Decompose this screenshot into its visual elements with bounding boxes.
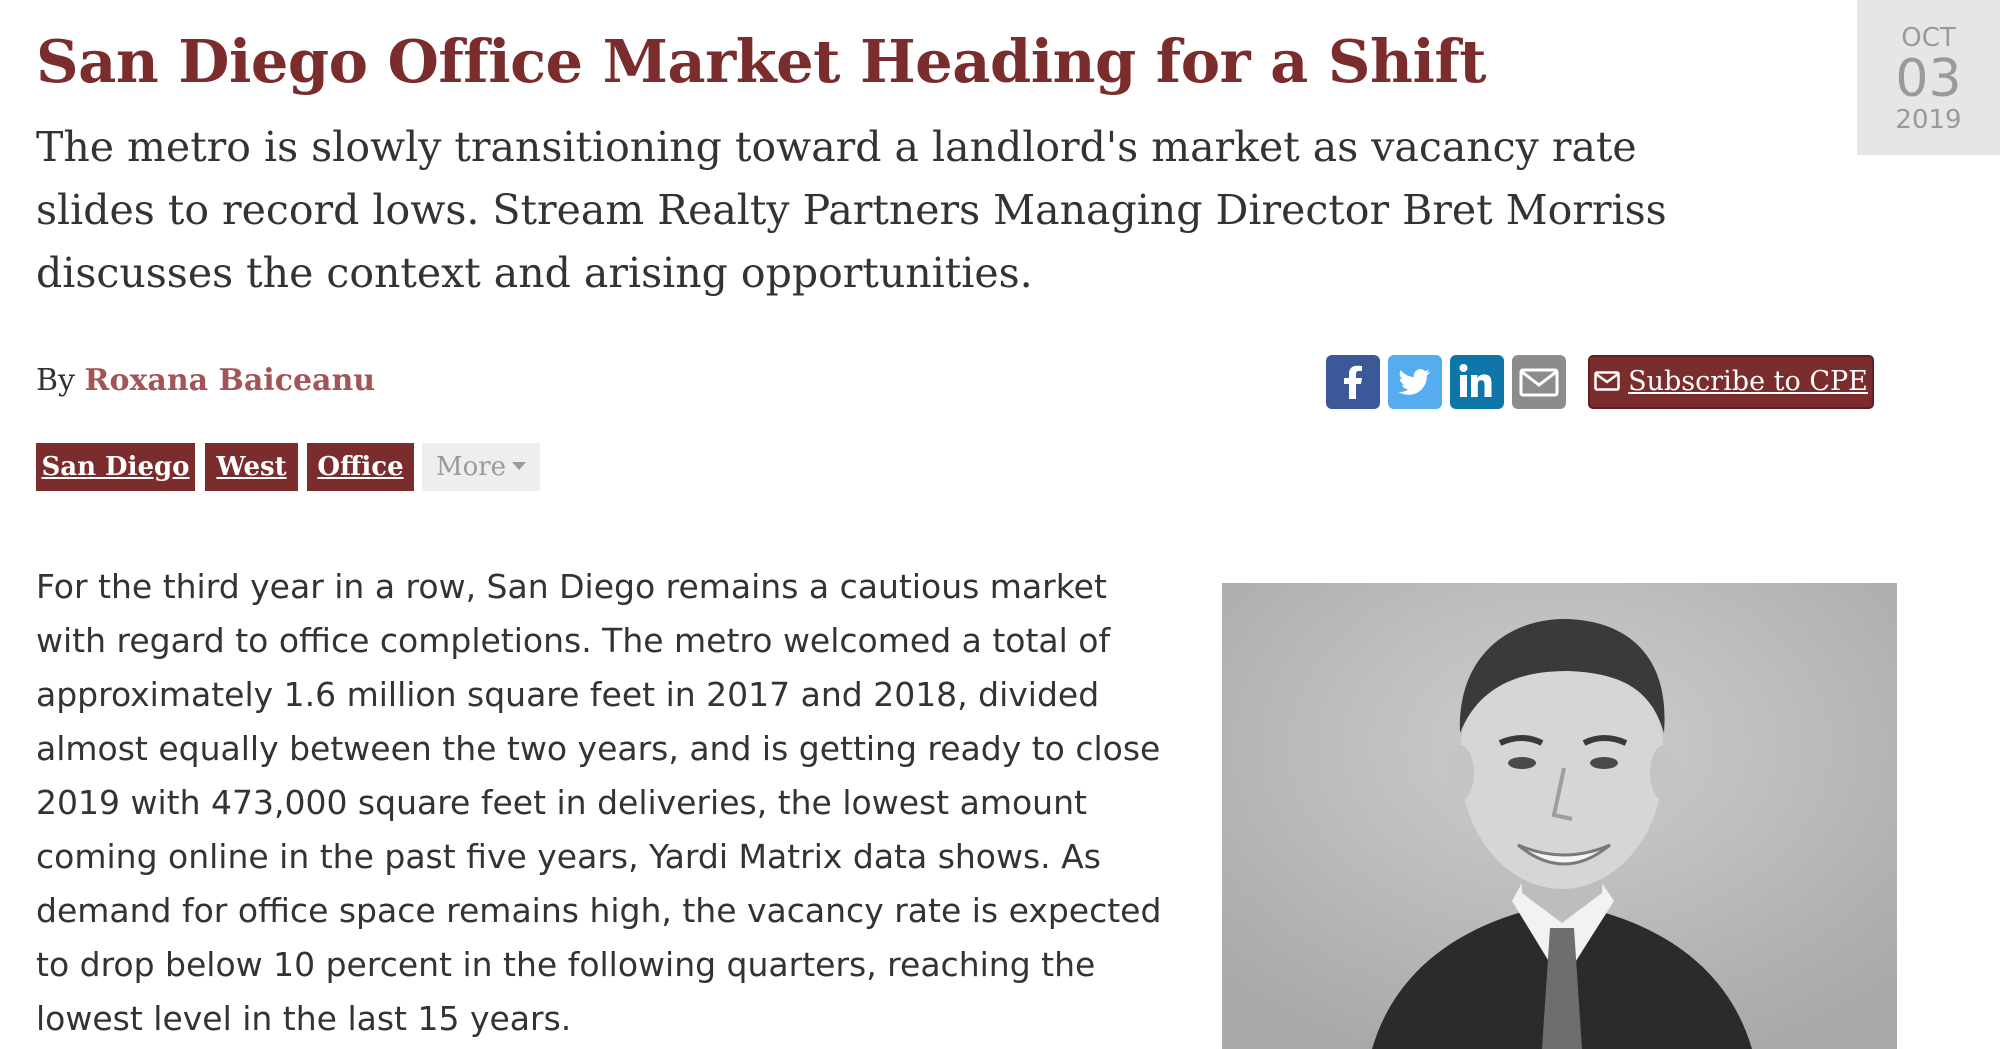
tag-office[interactable]: Office [307, 443, 414, 491]
linkedin-icon [1459, 364, 1492, 397]
caret-down-icon [512, 462, 527, 470]
byline: By Roxana Baiceanu [36, 361, 375, 401]
subscribe-label: Subscribe to CPE [1628, 366, 1868, 397]
article-body: For the third year in a row, San Diego r… [36, 567, 1162, 1038]
tags-more-dropdown[interactable]: More [422, 443, 540, 491]
date-year: 2019 [1895, 105, 1962, 135]
date-badge: OCT 03 2019 [1857, 0, 2000, 155]
author-photo [1222, 583, 1897, 1049]
article-subtitle: The metro is slowly transitioning toward… [36, 123, 1667, 297]
tag-san-diego[interactable]: San Diego [36, 443, 195, 491]
byline-prefix: By [36, 363, 75, 398]
article-title: San Diego Office Market Heading for a Sh… [36, 27, 1487, 96]
twitter-icon [1398, 369, 1431, 395]
envelope-icon [1519, 368, 1559, 397]
subscribe-button[interactable]: Subscribe to CPE [1588, 355, 1874, 409]
envelope-icon [1594, 370, 1620, 391]
tag-west[interactable]: West [205, 443, 298, 491]
date-day: 03 [1895, 49, 1962, 109]
email-share-button[interactable] [1512, 355, 1566, 409]
tags-more-label: More [435, 452, 507, 482]
facebook-icon [1344, 365, 1362, 399]
twitter-share-button[interactable] [1388, 355, 1442, 409]
author-link[interactable]: Roxana Baiceanu [84, 363, 376, 398]
facebook-share-button[interactable] [1326, 355, 1380, 409]
date-month: OCT [1901, 23, 1956, 53]
linkedin-share-button[interactable] [1450, 355, 1504, 409]
